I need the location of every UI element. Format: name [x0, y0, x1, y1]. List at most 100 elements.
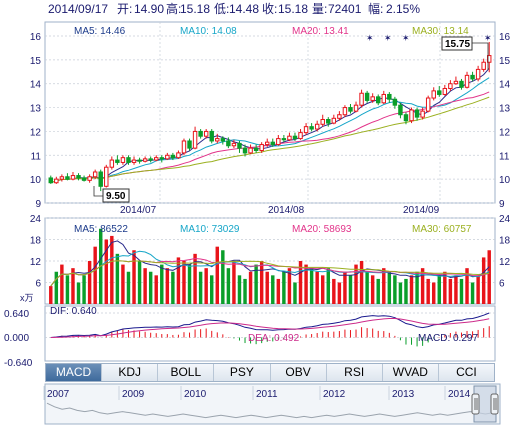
tab-cci[interactable]: CCI [456, 365, 477, 379]
volume-bar [171, 271, 175, 304]
macd-dea-line [50, 318, 490, 338]
candle-body [448, 83, 453, 89]
price-tick-label: 13 [499, 104, 511, 115]
volume-bar [443, 271, 447, 304]
tab-boll[interactable]: BOLL [158, 364, 215, 381]
candle-body [192, 130, 198, 149]
candle-body [331, 117, 337, 124]
tab-rsi[interactable]: RSI [327, 364, 383, 381]
candle-body [92, 171, 98, 178]
candle-body [187, 140, 192, 149]
volume-bar [332, 278, 336, 304]
volume-bar [426, 278, 430, 304]
volume-ma10-line [50, 250, 490, 287]
price-tick-label: 11 [31, 151, 42, 162]
tab-macd[interactable]: MACD [46, 364, 103, 381]
tab-obv[interactable]: OBV [271, 364, 327, 381]
volume-bar [326, 268, 330, 304]
candle-body [242, 147, 248, 154]
volume-ma30-label: MA30: 60757 [412, 224, 472, 235]
volume-unit: x万 [20, 293, 34, 303]
volume-tick-label: 24 [499, 214, 511, 225]
volume-ma20-label: MA20: 58693 [292, 224, 352, 235]
candle-body [165, 154, 170, 160]
candle-body [348, 107, 353, 112]
header-low-label: 低: [214, 2, 229, 16]
tab-kdj[interactable]: KDJ [102, 364, 159, 381]
volume-ma5-line [50, 240, 490, 287]
volume-bar [343, 271, 347, 304]
candle-body [353, 104, 359, 112]
navigator-year-label: 2014 [448, 389, 471, 400]
candle-body [131, 159, 137, 163]
candle-body [76, 175, 81, 179]
price-tick-label: 15 [30, 56, 42, 67]
volume-axis-right: 6 12 18 24 [499, 214, 511, 290]
tab-psy[interactable]: PSY [214, 364, 271, 381]
volume-bar [259, 261, 264, 304]
volume-bar [309, 268, 314, 304]
volume-bar [110, 235, 114, 304]
volume-bar [154, 275, 158, 304]
navigator-year-label: 2013 [392, 389, 415, 400]
volume-bar [365, 271, 369, 304]
volume-bar [304, 264, 308, 304]
volume-bar [215, 246, 219, 304]
volume-bar [370, 275, 375, 304]
volume-bar [315, 271, 319, 304]
marker-star-icon: ✶ [366, 33, 374, 43]
candle-body [403, 114, 409, 122]
header-close-label: 收: [262, 2, 277, 16]
volume-bar [348, 275, 353, 304]
volume-bar [293, 282, 297, 304]
volume-bar [248, 271, 253, 304]
navigator-right-handle[interactable] [490, 393, 499, 415]
volume-bar [420, 268, 425, 304]
volume-bar [404, 278, 408, 304]
candle-body [120, 157, 126, 163]
volume-tick-label: 12 [30, 257, 42, 268]
volume-bar [271, 275, 275, 304]
candle-body [414, 109, 420, 118]
volume-ma30-line [50, 260, 490, 287]
price-ma20-label: MA20: 13.41 [292, 26, 349, 37]
volume-bar [226, 268, 231, 304]
volume-tick-label: 6 [35, 279, 41, 290]
volume-bar [470, 282, 475, 304]
candle-body [376, 96, 381, 104]
range-navigator[interactable] [44, 383, 501, 425]
candle-body [265, 141, 270, 146]
candle-body [392, 98, 398, 106]
min-price-value: 9.50 [106, 191, 126, 202]
candle-body [154, 157, 159, 161]
volume-bar [204, 268, 208, 304]
candle-body [176, 152, 181, 159]
tab-wvad[interactable]: WVAD [383, 364, 439, 381]
volume-bar [165, 268, 170, 304]
volume-bar [210, 275, 214, 304]
price-ma30-line [50, 96, 490, 184]
volume-bar [432, 282, 436, 304]
volume-bar [193, 253, 197, 304]
volume-bar [398, 282, 403, 304]
volume-bar [376, 278, 380, 304]
volume-bar [126, 271, 131, 304]
candle-body [226, 140, 231, 147]
volume-ma-legend: MA5: 86522 MA10: 73029 MA20: 58693 MA30:… [74, 224, 472, 235]
candle-body [342, 107, 348, 116]
candle-body [87, 176, 92, 181]
navigator-year-label: 2007 [47, 389, 70, 400]
candle-body [437, 90, 442, 95]
marker-star-icon: ✶ [484, 33, 492, 43]
candle-body [54, 178, 59, 184]
candle-body [104, 166, 109, 187]
navigator-left-handle[interactable] [471, 393, 480, 415]
volume-bar [221, 250, 225, 304]
volume-bar [459, 278, 464, 304]
header-change: 2.15% [386, 2, 420, 16]
volume-tick-label: 6 [499, 279, 505, 290]
candle-body [487, 55, 492, 63]
volume-bar [104, 239, 108, 304]
candle-body [203, 130, 209, 137]
volume-bar [487, 250, 491, 304]
